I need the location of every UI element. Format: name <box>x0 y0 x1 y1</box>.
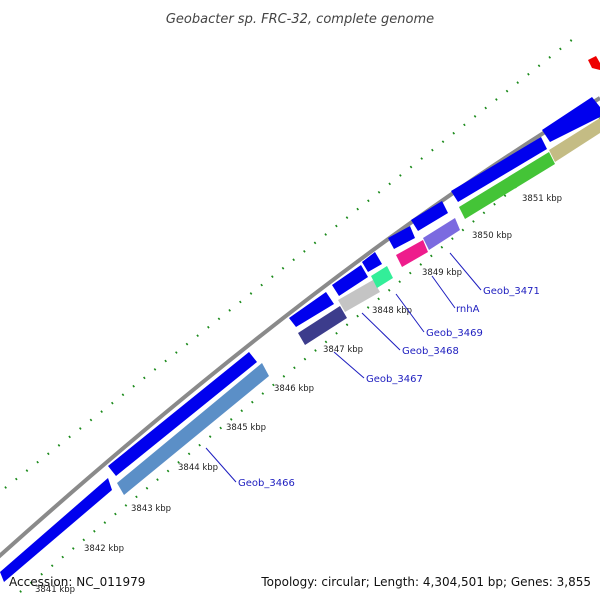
gene-arrow <box>0 478 112 582</box>
scale-label: 3849 kbp <box>422 268 462 278</box>
gene-arrow <box>542 97 600 142</box>
gene-arrow <box>451 137 547 202</box>
genome-summary: Topology: circular; Length: 4,304,501 bp… <box>260 575 591 589</box>
accession-label: Accession: NC_011979 <box>9 575 145 589</box>
leader-line <box>449 252 482 291</box>
cog-bar-olive <box>549 118 600 162</box>
gene-arrow <box>289 292 334 327</box>
outer-tick-ring <box>4 34 579 489</box>
cds-forward-strand <box>0 56 600 582</box>
leader-line <box>395 293 425 333</box>
gene-arrow <box>108 352 257 476</box>
scale-label: 3850 kbp <box>472 231 512 241</box>
scale-label: 3847 kbp <box>323 345 363 355</box>
gene-label-leaders <box>205 252 482 483</box>
cog-bar-geob-3471 <box>423 218 460 250</box>
scale-label: 3844 kbp <box>178 463 218 473</box>
leader-line <box>431 275 456 309</box>
gene-label[interactable]: Geob_3468 <box>402 346 459 357</box>
cog-bar-green <box>459 152 555 219</box>
gene-label[interactable]: Geob_3467 <box>366 374 423 385</box>
gene-label[interactable]: Geob_3471 <box>483 286 540 297</box>
gene-arrow <box>388 226 415 249</box>
scale-label: 3842 kbp <box>84 544 124 554</box>
gene-arrow <box>332 265 368 296</box>
gene-labels: Geob_3466 Geob_3467 Geob_3468 Geob_3469 … <box>238 286 540 489</box>
gene-label[interactable]: Geob_3466 <box>238 478 295 489</box>
cog-bar-geob-3467 <box>298 306 347 345</box>
gene-arrow <box>411 201 448 231</box>
scale-label: 3841 kbp <box>35 585 75 595</box>
cog-bar-geob-3466 <box>117 363 269 495</box>
map-title: Geobacter sp. FRC-32, complete genome <box>166 12 434 27</box>
scale-label: 3851 kbp <box>522 194 562 204</box>
gene-label[interactable]: rnhA <box>456 304 480 315</box>
leader-line <box>361 312 401 351</box>
cog-bar-rnhA <box>396 240 428 267</box>
scale-label: 3848 kbp <box>372 306 412 316</box>
leader-line <box>333 351 365 379</box>
cog-features <box>117 118 600 495</box>
gene-label[interactable]: Geob_3469 <box>426 328 483 339</box>
gene-arrow <box>362 252 382 272</box>
genome-backbone <box>0 96 600 559</box>
scale-label: 3843 kbp <box>131 504 171 514</box>
leader-line <box>205 447 237 483</box>
scale-label: 3845 kbp <box>226 423 266 433</box>
cog-bar-geob-3469 <box>371 266 393 288</box>
orf-marker <box>588 56 600 70</box>
scale-label: 3846 kbp <box>274 384 314 394</box>
scale-labels: 3841 kbp 3842 kbp 3843 kbp 3844 kbp 3845… <box>35 194 562 595</box>
cog-bar-geob-3468 <box>338 280 380 312</box>
